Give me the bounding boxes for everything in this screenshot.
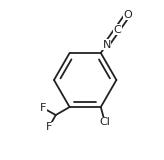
Text: N: N (102, 40, 111, 50)
Text: O: O (123, 10, 132, 20)
Text: Cl: Cl (100, 117, 110, 128)
Text: F: F (46, 122, 52, 132)
Text: F: F (40, 103, 47, 113)
Text: C: C (113, 25, 121, 35)
